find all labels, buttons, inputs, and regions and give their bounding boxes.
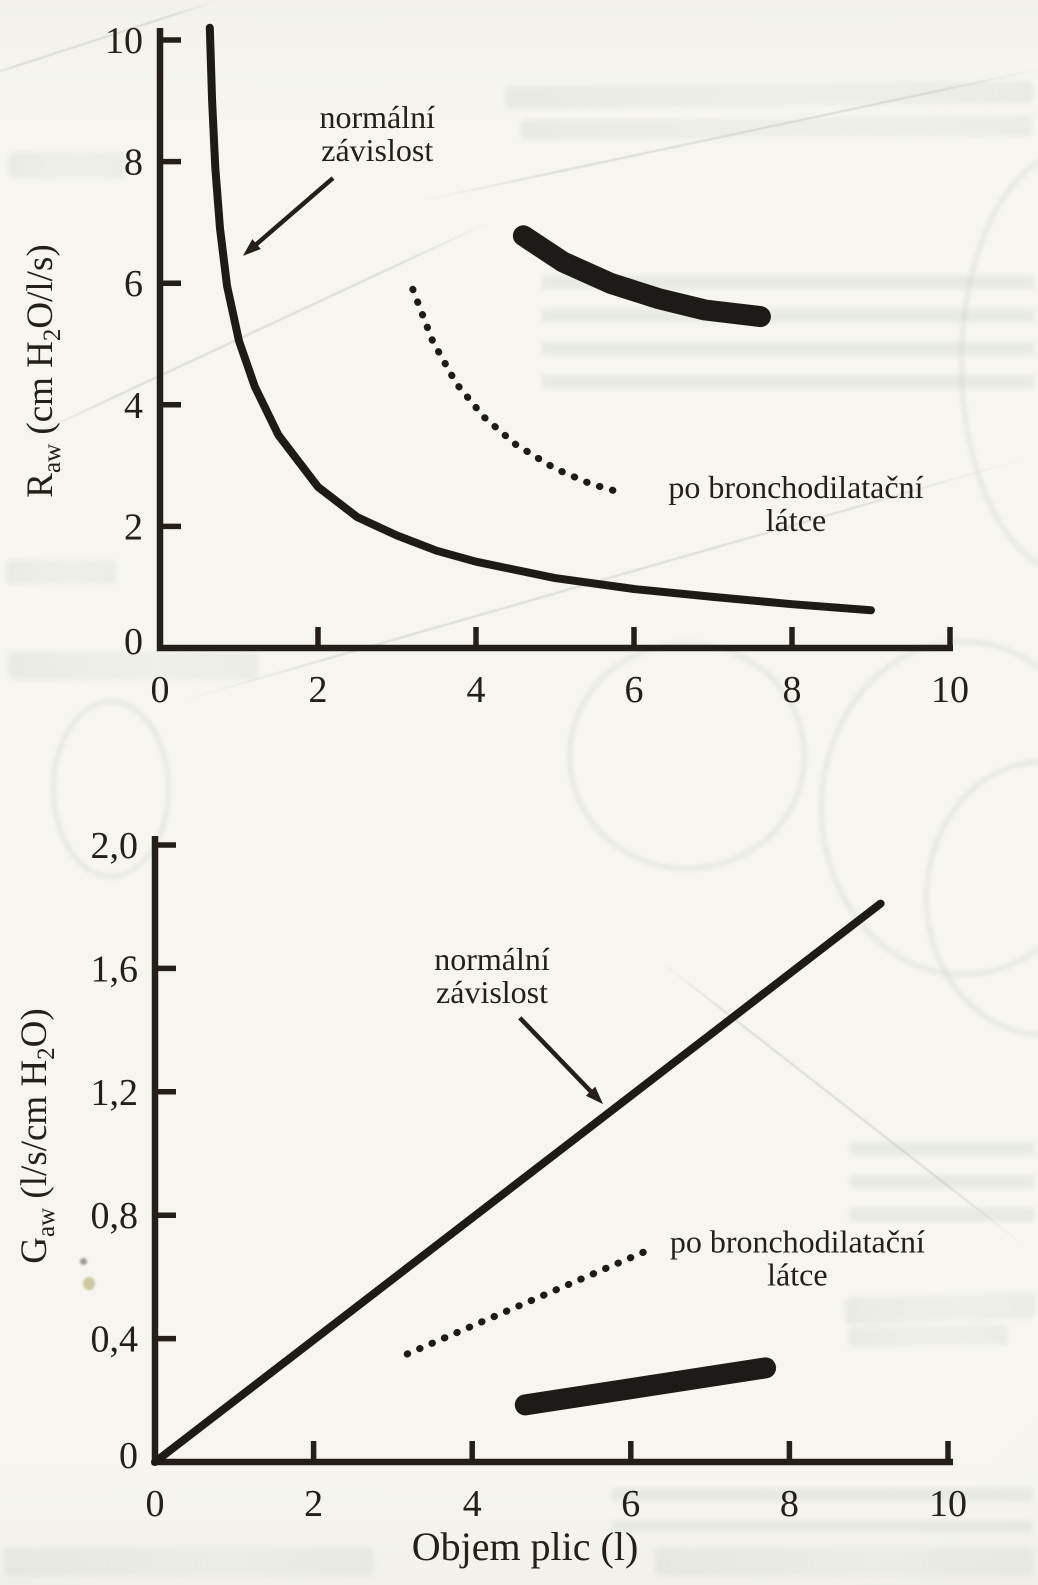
annotation-arrowhead — [585, 1086, 604, 1105]
y-tick-label: 4 — [124, 385, 143, 427]
y-tick-label: 2 — [124, 506, 143, 548]
y-tick-label: 1,6 — [91, 948, 139, 990]
x-tick-label: 10 — [929, 1483, 967, 1525]
annotation-label: po bronchodilatační látce — [670, 1223, 925, 1292]
annotation-label: normální závislost — [434, 941, 550, 1010]
y-tick-label: 10 — [105, 20, 143, 62]
y-axis-title: Gaw (l/s/cm H2O) — [14, 1008, 60, 1263]
y-tick-label: 8 — [124, 142, 143, 184]
y-tick-label: 1,2 — [91, 1072, 139, 1114]
x-tick-label: 4 — [463, 1483, 482, 1525]
x-tick-label: 6 — [621, 1483, 640, 1525]
annotation-arrow — [518, 1016, 599, 1100]
x-tick-label: 0 — [151, 669, 170, 711]
y-tick-label: 2,0 — [91, 825, 139, 867]
y-tick-label: 0,4 — [91, 1319, 139, 1361]
y-tick-label: 0,8 — [91, 1195, 139, 1237]
series-thick — [512, 225, 771, 328]
series-po-bronchodilata-n-l-tce — [409, 285, 626, 497]
chart-airway-resistance: 0 2 4 6 8 10 0 2 4 6 8 10 normální závislost po bronch… — [20, 20, 969, 711]
x-tick-label: 4 — [467, 669, 486, 711]
y-tick-label: 6 — [124, 263, 143, 305]
series-norm-ln-z-vislost — [205, 23, 875, 615]
x-tick-label: 10 — [931, 669, 969, 711]
x-tick-label: 6 — [625, 669, 644, 711]
series-norm-ln-z-vislost — [151, 899, 885, 1466]
x-tick-label: 8 — [783, 669, 802, 711]
y-tick-label: 0 — [119, 1435, 138, 1477]
series-po-bronchodilata-n-l-tce — [403, 1245, 655, 1358]
annotation-arrow — [248, 176, 335, 252]
x-tick-label: 2 — [304, 1483, 323, 1525]
chart-airway-conductance: 0 0,4 0,8 1,2 1,6 2,0 0 2 4 6 8 10 normální závislost… — [14, 825, 967, 1569]
annotation-label: po bronchodilatační látce — [668, 469, 923, 538]
x-tick-label: 8 — [780, 1483, 799, 1525]
y-axis-title: Raw (cm H2O/l/s) — [20, 244, 66, 497]
series-thick — [514, 1357, 777, 1416]
x-tick-label: 0 — [146, 1483, 165, 1525]
annotation-arrowhead — [242, 239, 261, 256]
y-tick-label: 0 — [124, 621, 143, 663]
axes — [156, 28, 953, 652]
x-axis-title: Objem plic (l) — [412, 1524, 639, 1569]
annotation-label: normální závislost — [319, 99, 435, 168]
x-tick-label: 2 — [309, 669, 328, 711]
